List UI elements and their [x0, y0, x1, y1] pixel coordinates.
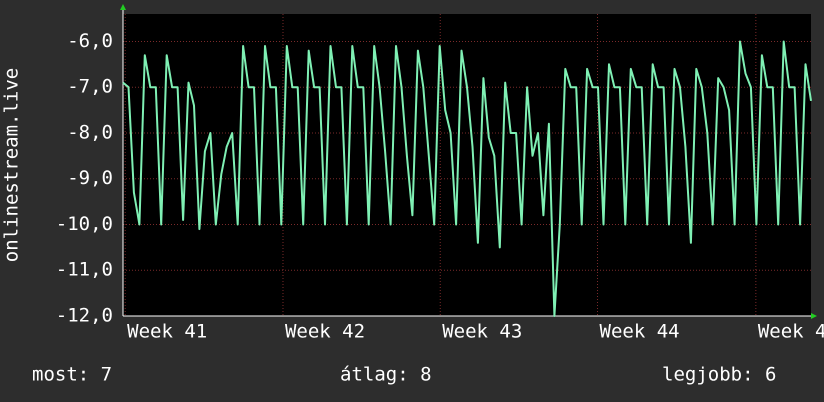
footer-average: átlag: 8: [340, 364, 432, 386]
y-tick-label: -12,0: [56, 305, 113, 327]
plot: -6,0 -7,0 -8,0 -9,0 -10,0 -11,0 -12,0 Week 41 We…: [56, 4, 824, 343]
x-tick-label: Week 41: [127, 321, 207, 343]
footer-best: legjobb: 6: [662, 364, 776, 386]
data-line: [122, 40, 812, 317]
x-tick-label: Week 43: [442, 321, 522, 343]
y-axis-label: onlinestream.live: [1, 68, 23, 262]
plot-area: [123, 14, 811, 316]
y-tick-label: -11,0: [56, 259, 113, 281]
y-tick-label: -9,0: [67, 167, 113, 189]
x-tick-label: Week 44: [600, 321, 680, 343]
footer-current: most: 7: [32, 364, 112, 386]
y-tick-label: -8,0: [67, 121, 113, 143]
x-tick-label: Week 45: [758, 321, 824, 343]
axis-arrow: [120, 4, 126, 10]
y-tick-label: -7,0: [67, 76, 113, 98]
y-tick-label: -10,0: [56, 213, 113, 235]
axis-arrow: [811, 313, 817, 319]
y-tick-label: -6,0: [67, 30, 113, 52]
x-tick-label: Week 42: [285, 321, 365, 343]
